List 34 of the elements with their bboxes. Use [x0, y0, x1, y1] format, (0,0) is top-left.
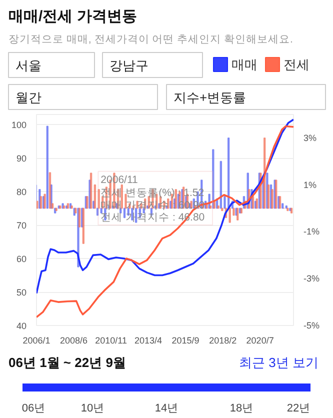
- text: 06년 1월 ~ 22년 9월: [8, 355, 126, 370]
- text: 18년: [230, 402, 254, 414]
- x-tick-label: 2006/1: [22, 336, 50, 346]
- text: 22년: [286, 402, 310, 414]
- y2-tick-label: 1%: [304, 180, 317, 190]
- y2-tick-label: -1%: [304, 226, 320, 237]
- chart-subtitle: 장기적으로 매매, 전세가격이 어떤 추세인지 확인해보세요.: [8, 34, 293, 46]
- x-tick-label: 2020/7: [246, 336, 274, 346]
- y2-tick-label: -3%: [304, 274, 320, 284]
- x-tick-label: 2008/6: [60, 336, 88, 346]
- y-tick-label: 80: [16, 187, 27, 198]
- y2-tick-label: 3%: [304, 132, 317, 143]
- y-tick-label: 70: [16, 220, 27, 231]
- text: 강남구: [110, 58, 148, 73]
- y-tick-label: 100: [11, 120, 27, 130]
- y-tick-label: 90: [16, 154, 27, 164]
- x-tick-label: 2015/9: [172, 336, 200, 346]
- text: 06년: [22, 402, 46, 414]
- x-tick-label: 2013/4: [134, 336, 162, 346]
- x-tick-label: 2018/2: [209, 336, 237, 346]
- text: 14년: [154, 402, 178, 414]
- text: 최근 3년 보기: [239, 355, 319, 370]
- chart-title: 매매/전세 가격변동: [8, 8, 137, 25]
- y-tick-label: 40: [16, 321, 27, 331]
- text: 월간: [16, 90, 42, 105]
- text: 10년: [80, 402, 104, 414]
- x-tick-label: 2010/11: [95, 336, 127, 346]
- text: 서울: [16, 58, 42, 73]
- y-tick-label: 50: [16, 288, 27, 298]
- text: 지수+변동률: [174, 90, 246, 105]
- y-tick-label: 60: [16, 254, 27, 264]
- legend-label: 전세: [284, 57, 310, 72]
- y2-tick-label: -5%: [304, 320, 320, 330]
- legend-label: 매매: [232, 57, 258, 72]
